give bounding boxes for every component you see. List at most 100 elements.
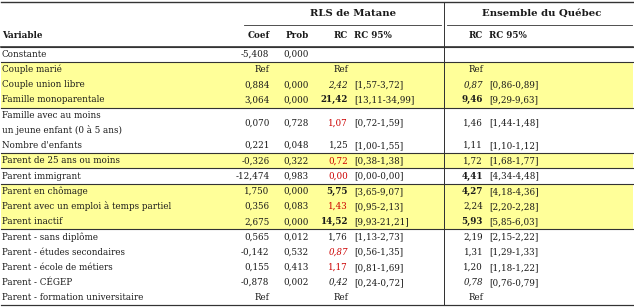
Text: [9,93-21,21]: [9,93-21,21] [354, 217, 408, 226]
Bar [1, 62, 633, 77]
Text: [1,68-1,77]: [1,68-1,77] [489, 156, 539, 165]
Text: Famille monoparentale: Famille monoparentale [2, 95, 105, 104]
Text: [1,00-1,55]: [1,00-1,55] [354, 141, 403, 150]
Text: 1,750: 1,750 [244, 187, 269, 196]
Bar [1, 92, 633, 107]
Text: Constante: Constante [2, 50, 48, 59]
Text: 0,000: 0,000 [283, 80, 309, 89]
Bar [1, 245, 633, 260]
Text: Couple marié: Couple marié [2, 65, 61, 74]
Bar [1, 290, 633, 305]
Text: RC 95%: RC 95% [354, 31, 392, 40]
Text: [1,57-3,72]: [1,57-3,72] [354, 80, 403, 89]
Text: [1,29-1,33]: [1,29-1,33] [489, 248, 538, 257]
Text: [0,76-0,79]: [0,76-0,79] [489, 278, 539, 287]
Bar [1, 153, 633, 169]
Text: [5,85-6,03]: [5,85-6,03] [489, 217, 538, 226]
Text: 14,52: 14,52 [321, 217, 348, 226]
Text: 0,728: 0,728 [283, 118, 309, 127]
Bar [1, 184, 633, 199]
Text: Parent - école de métiers: Parent - école de métiers [2, 263, 113, 272]
Text: [0,00-0,00]: [0,00-0,00] [354, 172, 403, 181]
Text: 2,675: 2,675 [244, 217, 269, 226]
Text: Ref: Ref [333, 65, 348, 74]
Bar [1, 214, 633, 229]
Text: 1,20: 1,20 [463, 263, 483, 272]
Text: -12,474: -12,474 [235, 172, 269, 181]
Text: 1,46: 1,46 [463, 118, 483, 127]
Text: 1,43: 1,43 [328, 202, 348, 211]
Text: 21,42: 21,42 [321, 95, 348, 104]
Text: Parent inactif: Parent inactif [2, 217, 62, 226]
Text: Ensemble du Québec: Ensemble du Québec [482, 9, 601, 17]
Text: Parent - sans diplôme: Parent - sans diplôme [2, 232, 98, 242]
Text: 0,070: 0,070 [244, 118, 269, 127]
Text: [1,10-1,12]: [1,10-1,12] [489, 141, 539, 150]
Text: 2,24: 2,24 [463, 202, 483, 211]
Text: [2,15-2,22]: [2,15-2,22] [489, 232, 539, 242]
Text: [0,24-0,72]: [0,24-0,72] [354, 278, 403, 287]
Text: 0,42: 0,42 [328, 278, 348, 287]
Text: [0,56-1,35]: [0,56-1,35] [354, 248, 403, 257]
Text: [1,13-2,73]: [1,13-2,73] [354, 232, 403, 242]
Text: 1,17: 1,17 [328, 263, 348, 272]
Text: -5,408: -5,408 [241, 50, 269, 59]
Text: Couple union libre: Couple union libre [2, 80, 85, 89]
Bar [1, 107, 633, 138]
Text: 4,41: 4,41 [462, 172, 483, 181]
Text: 0,72: 0,72 [328, 156, 348, 165]
Text: -0,878: -0,878 [241, 278, 269, 287]
Text: Parent - formation universitaire: Parent - formation universitaire [2, 293, 143, 302]
Text: [0,72-1,59]: [0,72-1,59] [354, 118, 403, 127]
Text: 0,356: 0,356 [244, 202, 269, 211]
Text: Prob: Prob [285, 31, 309, 40]
Text: 9,46: 9,46 [462, 95, 483, 104]
Text: [1,44-1,48]: [1,44-1,48] [489, 118, 540, 127]
Text: Ref: Ref [255, 293, 269, 302]
Text: [3,65-9,07]: [3,65-9,07] [354, 187, 403, 196]
Text: 0,78: 0,78 [463, 278, 483, 287]
Text: 3,064: 3,064 [244, 95, 269, 104]
Text: 0,083: 0,083 [283, 202, 309, 211]
Text: Parent avec un emploi à temps partiel: Parent avec un emploi à temps partiel [2, 202, 171, 212]
Bar [1, 260, 633, 275]
Text: 4,27: 4,27 [462, 187, 483, 196]
Text: RC 95%: RC 95% [489, 31, 527, 40]
Text: Parent - études secondaires: Parent - études secondaires [2, 248, 125, 257]
Text: [0,81-1,69]: [0,81-1,69] [354, 263, 403, 272]
Text: Parent - CÉGEP: Parent - CÉGEP [2, 278, 72, 287]
Text: [4,34-4,48]: [4,34-4,48] [489, 172, 540, 181]
Text: [0,95-2,13]: [0,95-2,13] [354, 202, 403, 211]
Text: Ref: Ref [469, 65, 483, 74]
Text: Parent immigrant: Parent immigrant [2, 172, 81, 181]
Text: [0,38-1,38]: [0,38-1,38] [354, 156, 403, 165]
Text: Coef: Coef [247, 31, 269, 40]
Text: Ref: Ref [255, 65, 269, 74]
Text: 0,884: 0,884 [244, 80, 269, 89]
Text: [2,20-2,28]: [2,20-2,28] [489, 202, 539, 211]
Text: 0,000: 0,000 [283, 95, 309, 104]
Text: -0,326: -0,326 [241, 156, 269, 165]
Text: RC: RC [334, 31, 348, 40]
Bar [1, 229, 633, 245]
Text: 1,72: 1,72 [463, 156, 483, 165]
Bar [1, 77, 633, 92]
Text: -0,142: -0,142 [241, 248, 269, 257]
Text: [13,11-34,99]: [13,11-34,99] [354, 95, 414, 104]
Text: 0,000: 0,000 [283, 50, 309, 59]
Bar [1, 47, 633, 62]
Text: 0,87: 0,87 [463, 80, 483, 89]
Text: Parent de 25 ans ou moins: Parent de 25 ans ou moins [2, 156, 120, 165]
Text: Ref: Ref [333, 293, 348, 302]
Text: 1,25: 1,25 [328, 141, 348, 150]
Bar [1, 199, 633, 214]
Text: 0,322: 0,322 [283, 156, 309, 165]
Text: 0,565: 0,565 [244, 232, 269, 242]
Text: 0,000: 0,000 [283, 187, 309, 196]
Text: 0,000: 0,000 [283, 217, 309, 226]
Text: 0,221: 0,221 [244, 141, 269, 150]
Text: 1,11: 1,11 [463, 141, 483, 150]
Text: Famille avec au moins: Famille avec au moins [2, 111, 101, 120]
Text: [9,29-9,63]: [9,29-9,63] [489, 95, 538, 104]
Text: [0,86-0,89]: [0,86-0,89] [489, 80, 539, 89]
